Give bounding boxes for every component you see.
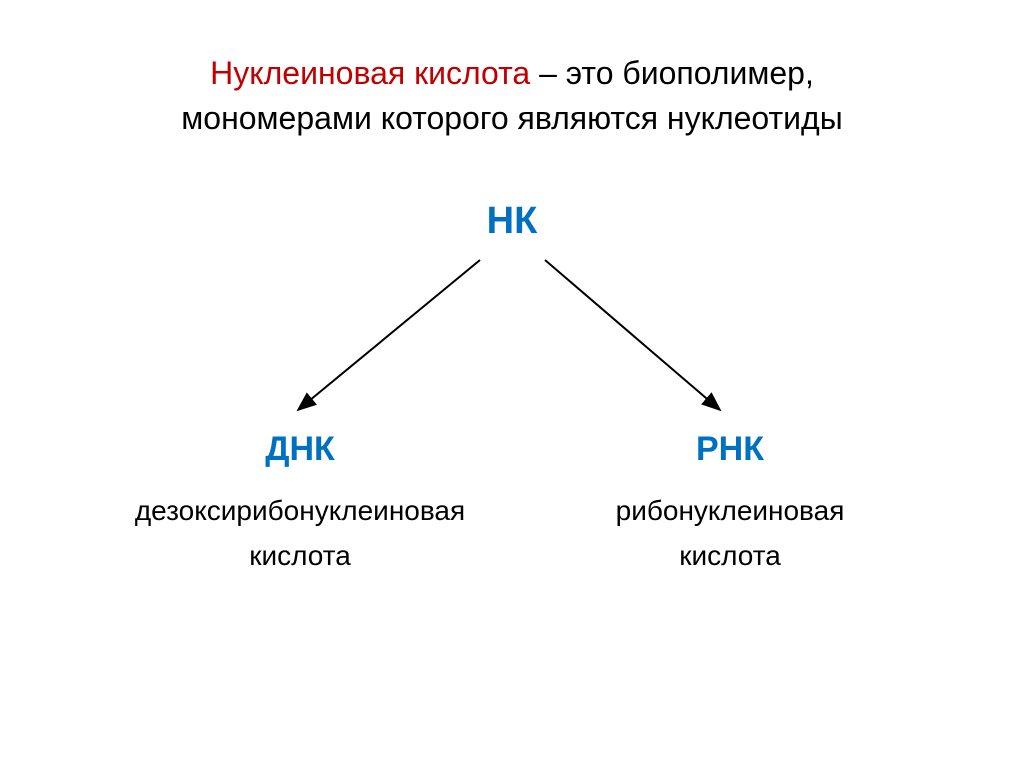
arrows-container (0, 250, 1024, 450)
arrow-right (545, 260, 720, 410)
left-branch-full-line1: дезоксирибонуклеиновая (130, 489, 470, 534)
left-branch: ДНК дезоксирибонуклеиновая кислота (130, 430, 470, 579)
title-line2: мономерами которого являются нуклеотиды (60, 100, 964, 137)
root-node: НК (487, 200, 538, 243)
right-branch: РНК рибонуклеиновая кислота (560, 430, 900, 579)
right-branch-abbr: РНК (560, 430, 900, 469)
arrow-left (298, 260, 480, 410)
right-branch-full-line1: рибонуклеиновая (560, 489, 900, 534)
left-branch-abbr: ДНК (130, 430, 470, 469)
right-branch-full-line2: кислота (560, 534, 900, 579)
title-container: Нуклеиновая кислота – это биополимер, мо… (0, 0, 1024, 137)
left-branch-full-line2: кислота (130, 534, 470, 579)
title-highlight: Нуклеиновая кислота (210, 55, 530, 91)
title-rest: – это биополимер, (530, 55, 814, 91)
title-line1: Нуклеиновая кислота – это биополимер, (60, 55, 964, 92)
